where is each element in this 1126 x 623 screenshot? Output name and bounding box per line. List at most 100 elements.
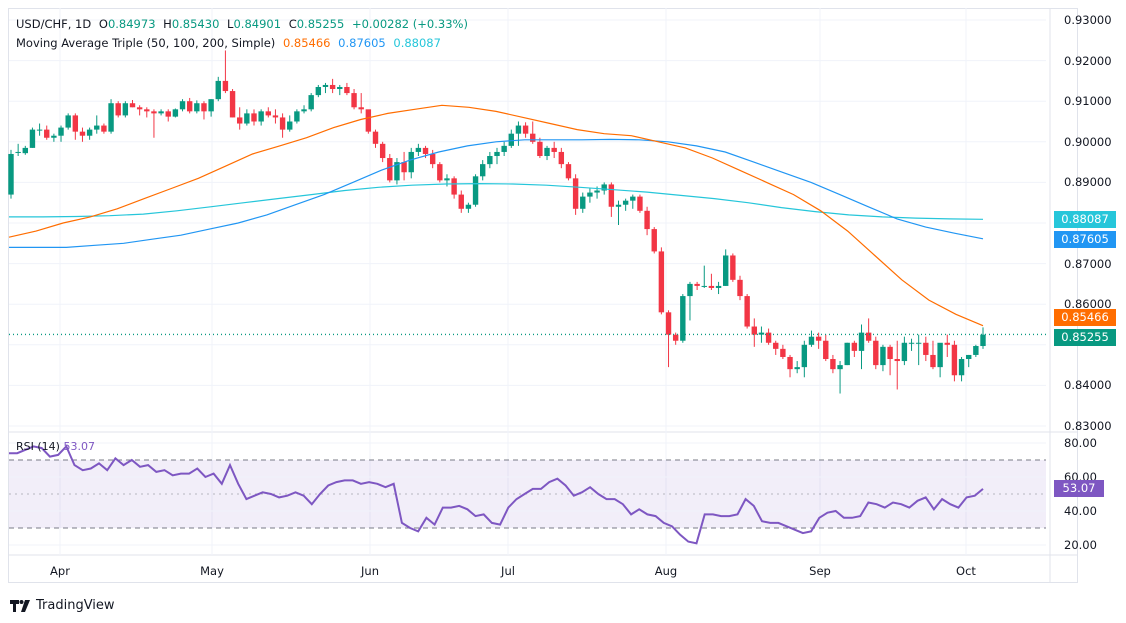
ma200-line	[9, 182, 984, 220]
candle-up	[337, 86, 343, 90]
candle-down	[551, 147, 557, 152]
candle-up	[472, 176, 479, 205]
time-tick-label: May	[200, 564, 224, 578]
ma-title: Moving Average Triple (50, 100, 200, Sim…	[16, 36, 276, 50]
candle-up	[587, 192, 593, 197]
tradingview-brand[interactable]: TradingView	[10, 598, 115, 613]
candle-down	[944, 342, 950, 345]
rsi-title: RSI (14)	[16, 440, 60, 453]
candle-up	[580, 196, 586, 209]
candle-down	[873, 340, 879, 366]
candle-down	[608, 184, 615, 207]
candle-up	[494, 151, 500, 157]
candle-up	[394, 162, 400, 181]
candle-down	[387, 158, 393, 181]
candle-down	[237, 117, 243, 124]
ma200-badge: 0.88087	[1054, 211, 1116, 228]
price-tick-label: 0.90000	[1064, 134, 1112, 149]
chart-frame	[8, 8, 1078, 583]
candle-up	[973, 346, 979, 355]
candle-up	[301, 109, 307, 112]
candle-down	[923, 342, 929, 355]
price-badge: 0.85255	[1054, 329, 1116, 346]
ma50-badge: 0.85466	[1054, 309, 1116, 326]
rsi-value: 53.07	[63, 440, 95, 453]
candle-up	[415, 147, 422, 152]
price-tick-label: 0.89000	[1064, 175, 1112, 190]
candle-down	[780, 348, 786, 357]
rsi-tick-label: 40.00	[1064, 504, 1097, 518]
candle-up	[723, 255, 729, 286]
candle-up	[108, 103, 114, 132]
candle-up	[8, 153, 14, 195]
rsi-tick-label: 80.00	[1064, 436, 1097, 450]
candle-up	[594, 190, 600, 193]
candle-down	[251, 113, 257, 122]
open-value: O0.84973	[98, 17, 156, 31]
candle-down	[136, 107, 143, 110]
candle-up	[179, 101, 186, 110]
price-tick-label: 0.93000	[1064, 13, 1112, 27]
candle-down	[201, 103, 207, 112]
candle-up	[966, 354, 972, 360]
candle-down	[644, 210, 650, 230]
candle-down	[851, 342, 858, 351]
time-tick-label: Sep	[809, 564, 831, 578]
candle-up	[465, 204, 472, 209]
candle-down	[558, 151, 565, 165]
candle-down	[129, 103, 136, 108]
candle-up	[172, 109, 179, 117]
candle-up	[901, 342, 908, 362]
candle-up	[680, 296, 686, 341]
candle-up	[94, 125, 100, 130]
candle-up	[622, 200, 629, 205]
candle-up	[258, 111, 264, 122]
candle-down	[887, 346, 893, 360]
candle-up	[508, 133, 514, 146]
close-value: C0.85255	[288, 17, 345, 31]
candle-down	[522, 125, 529, 134]
candle-up	[487, 156, 493, 165]
candle-up	[408, 151, 414, 173]
candle-down	[572, 178, 579, 209]
brand-name: TradingView	[36, 598, 115, 613]
time-tick-label: Aug	[654, 564, 678, 578]
candle-up	[758, 332, 765, 335]
candle-down	[773, 342, 779, 349]
ma100-line	[9, 138, 984, 248]
ma-legend: Moving Average Triple (50, 100, 200, Sim…	[16, 36, 445, 50]
candle-down	[930, 354, 936, 368]
candle-down	[44, 129, 50, 138]
price-tick-label: 0.86000	[1064, 297, 1112, 312]
candle-down	[765, 332, 772, 343]
candle-up	[444, 178, 450, 181]
candle-up	[215, 80, 221, 100]
candle-up	[15, 151, 21, 153]
candle-down	[651, 229, 657, 252]
candle-down	[344, 86, 350, 94]
candle-up	[958, 359, 965, 376]
candle-up	[86, 129, 93, 136]
change-value: +0.00282 (+0.33%)	[351, 17, 468, 31]
candle-down	[72, 115, 79, 132]
candle-up	[615, 204, 622, 207]
candle-up	[715, 285, 722, 288]
candle-up	[244, 113, 250, 124]
ma100-value: 0.87605	[338, 36, 386, 50]
candle-down	[144, 109, 150, 112]
candle-down	[787, 356, 793, 370]
ma200-value: 0.88087	[393, 36, 441, 50]
candle-down	[379, 143, 386, 159]
candle-down	[451, 178, 457, 195]
candle-down	[222, 80, 229, 92]
candle-up	[908, 342, 915, 344]
candle-down	[358, 107, 364, 110]
candle-down	[865, 332, 872, 341]
candle-down	[730, 255, 736, 280]
candle-up	[601, 184, 607, 191]
candle-up	[29, 129, 36, 148]
time-tick-label: Jun	[361, 564, 379, 578]
candle-up	[844, 342, 850, 366]
candle-up	[801, 344, 808, 368]
